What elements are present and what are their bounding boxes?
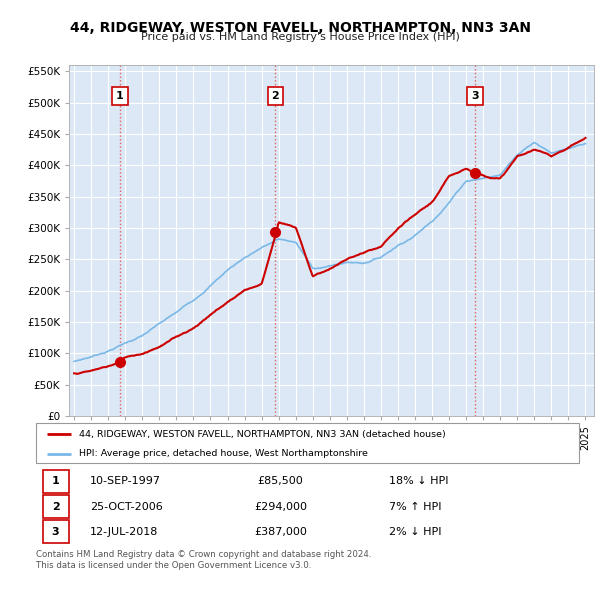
Bar [43,520,68,543]
Text: 2: 2 [272,91,279,101]
Text: 12-JUL-2018: 12-JUL-2018 [91,527,158,537]
Text: 2: 2 [52,502,59,512]
Text: 3: 3 [472,91,479,101]
Text: £294,000: £294,000 [254,502,307,512]
Text: 1: 1 [52,476,59,486]
Bar [43,495,68,518]
Text: 1: 1 [116,91,124,101]
Text: HPI: Average price, detached house, West Northamptonshire: HPI: Average price, detached house, West… [79,450,368,458]
Text: Price paid vs. HM Land Registry's House Price Index (HPI): Price paid vs. HM Land Registry's House … [140,32,460,42]
Text: 44, RIDGEWAY, WESTON FAVELL, NORTHAMPTON, NN3 3AN: 44, RIDGEWAY, WESTON FAVELL, NORTHAMPTON… [70,21,530,35]
Text: 7% ↑ HPI: 7% ↑ HPI [389,502,442,512]
Text: £85,500: £85,500 [257,476,303,486]
Text: 18% ↓ HPI: 18% ↓ HPI [389,476,448,486]
Text: 25-OCT-2006: 25-OCT-2006 [91,502,163,512]
Bar [43,470,68,493]
Text: 3: 3 [52,527,59,537]
Text: Contains HM Land Registry data © Crown copyright and database right 2024.: Contains HM Land Registry data © Crown c… [36,550,371,559]
Text: 10-SEP-1997: 10-SEP-1997 [91,476,161,486]
Text: £387,000: £387,000 [254,527,307,537]
Text: This data is licensed under the Open Government Licence v3.0.: This data is licensed under the Open Gov… [36,560,311,569]
Text: 2% ↓ HPI: 2% ↓ HPI [389,527,442,537]
Text: 44, RIDGEWAY, WESTON FAVELL, NORTHAMPTON, NN3 3AN (detached house): 44, RIDGEWAY, WESTON FAVELL, NORTHAMPTON… [79,430,446,439]
